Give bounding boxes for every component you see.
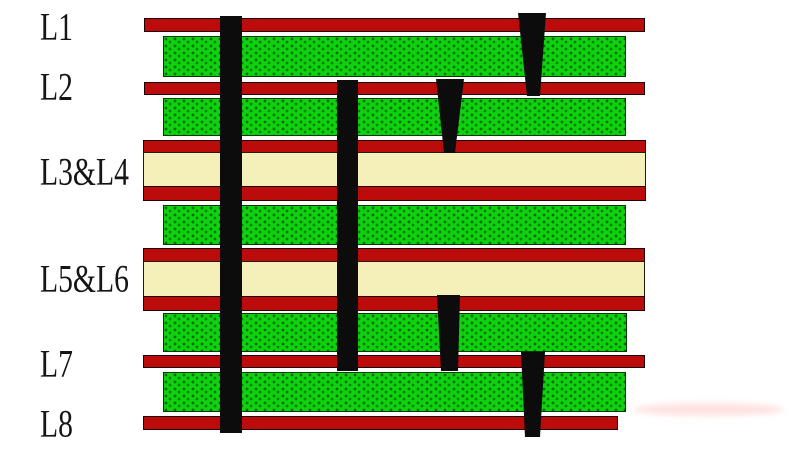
layer-prepreg-3 xyxy=(163,205,626,245)
layer-label-l8: L8 xyxy=(40,402,73,446)
layer-label-l1: L1 xyxy=(40,5,73,49)
layer-prepreg-2 xyxy=(163,98,626,136)
layer-copper-L6 xyxy=(143,296,645,311)
layer-core-2 xyxy=(143,261,645,297)
layer-copper-L8 xyxy=(143,416,618,430)
layer-prepreg-1 xyxy=(163,36,626,77)
layer-label-l3l4: L3&L4 xyxy=(40,150,129,194)
watermark-smudge xyxy=(634,403,784,416)
layer-label-l5l6: L5&L6 xyxy=(40,257,129,301)
layer-copper-L1 xyxy=(144,18,645,32)
layer-prepreg-4 xyxy=(163,313,627,352)
layer-label-l7: L7 xyxy=(40,342,73,386)
layer-copper-L5 xyxy=(143,248,645,262)
layer-label-l2: L2 xyxy=(40,65,73,109)
layer-copper-L7 xyxy=(143,355,645,368)
layer-core-1 xyxy=(143,152,646,187)
layer-copper-L2 xyxy=(144,82,645,95)
layer-prepreg-5 xyxy=(163,372,626,412)
layer-copper-L4 xyxy=(143,186,646,201)
